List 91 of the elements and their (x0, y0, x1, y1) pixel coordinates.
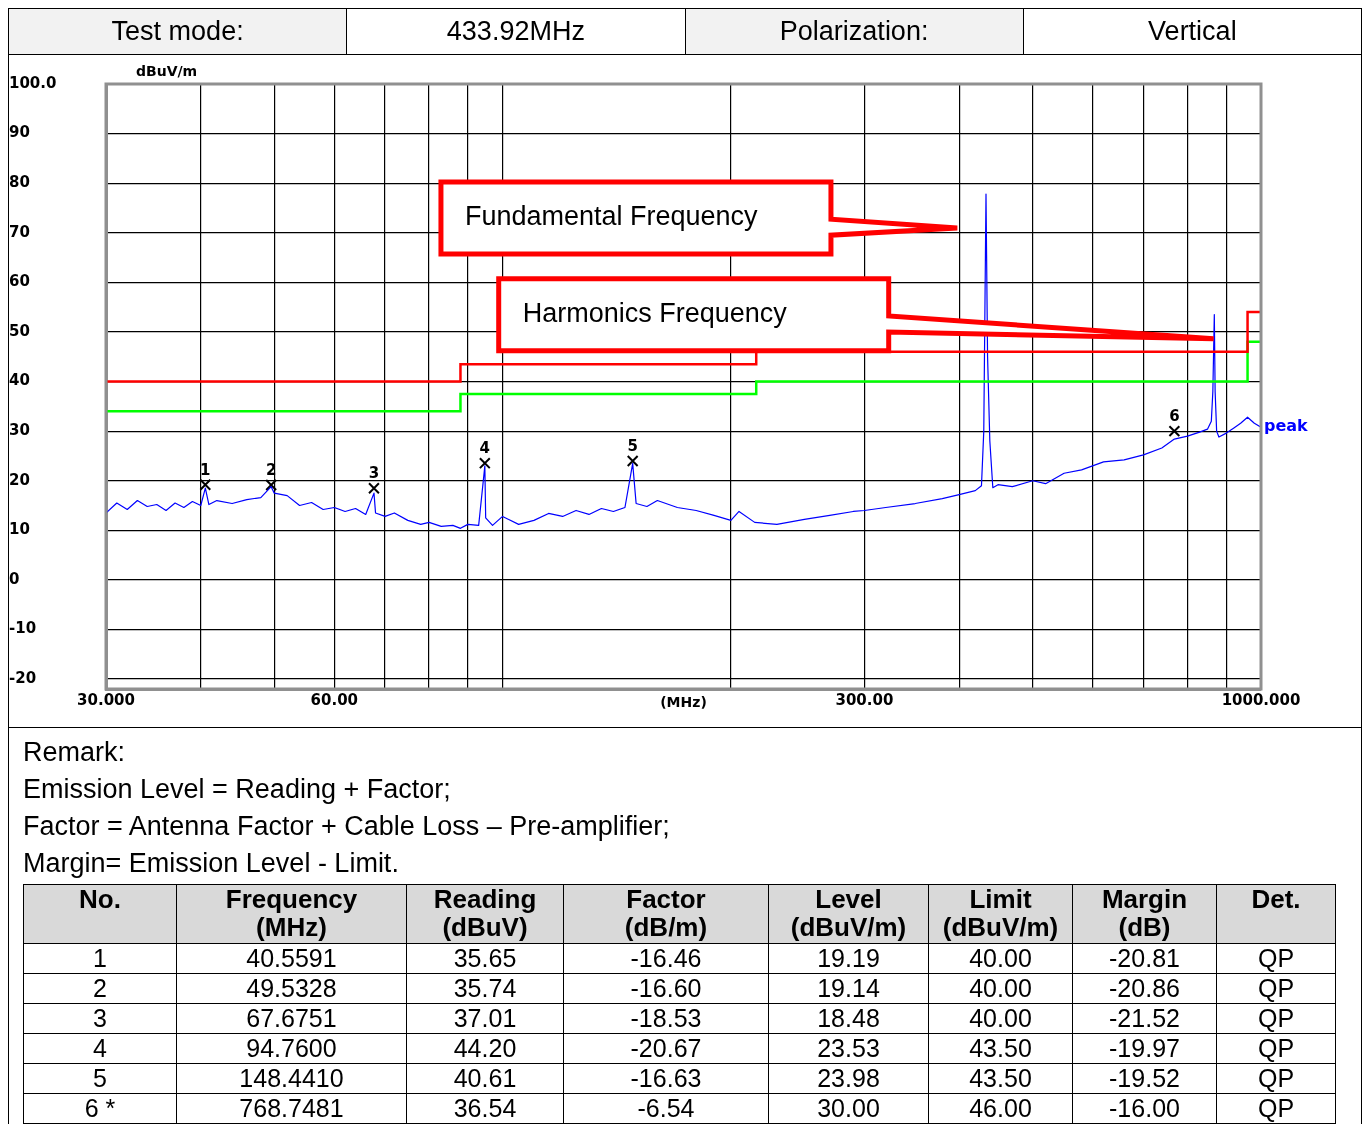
text: 49.5328 (176, 973, 407, 1004)
text: Level (dBuV/m) (768, 884, 929, 944)
x-axis-title: (MHz) (660, 694, 707, 710)
text: 36.54 (406, 1093, 564, 1124)
text: 3 (23, 1003, 177, 1034)
text: 37.01 (406, 1003, 564, 1034)
text: 43.50 (928, 1063, 1073, 1094)
text: QP (1216, 973, 1336, 1004)
text: Emission Level = Reading + Factor; (23, 773, 452, 806)
y-tick-label: 50 (9, 321, 30, 340)
text: 44.20 (406, 1033, 564, 1064)
annotation: 4 (479, 439, 491, 458)
annotation: 6 (1169, 407, 1180, 426)
text: -16.60 (563, 973, 769, 1004)
y-tick-label: 70 (9, 222, 30, 241)
text: Factor = Antenna Factor + Cable Loss – Pre-amplifier; (23, 810, 671, 843)
text: 46.00 (928, 1093, 1073, 1124)
text: -18.53 (563, 1003, 769, 1034)
text: 35.65 (406, 943, 564, 974)
text: 19.14 (768, 973, 929, 1004)
y-tick-label: 40 (9, 371, 30, 390)
text: QP (1216, 1003, 1336, 1034)
text: 40.00 (928, 973, 1073, 1004)
text: QP (1216, 1063, 1336, 1094)
text: -19.52 (1072, 1063, 1217, 1094)
y-tick-label: -10 (9, 619, 37, 638)
text: -20.86 (1072, 973, 1217, 1004)
text: 40.5591 (176, 943, 407, 974)
text: 433.92MHz (346, 9, 685, 54)
text: 5 (23, 1063, 177, 1094)
text: -16.63 (563, 1063, 769, 1094)
text: Vertical (1022, 9, 1361, 54)
text: 30.00 (768, 1093, 929, 1124)
text: 43.50 (928, 1033, 1073, 1064)
text: 768.7481 (176, 1093, 407, 1124)
text: Reading (dBuV) (406, 884, 564, 944)
y-tick-label: 10 (9, 520, 30, 539)
text: Det. (1216, 884, 1336, 944)
y-tick-label: 80 (9, 173, 30, 192)
annotation: 1 (200, 460, 211, 479)
text: 148.4410 (176, 1063, 407, 1094)
text: -21.52 (1072, 1003, 1217, 1034)
y-axis-title: dBuV/m (136, 63, 198, 79)
y-tick-label: 60 (9, 272, 30, 291)
text: 23.53 (768, 1033, 929, 1064)
text: 18.48 (768, 1003, 929, 1034)
text: 40.61 (406, 1063, 564, 1094)
y-tick-label: 100.0 (9, 73, 57, 92)
text: Margin= Emission Level - Limit. (23, 847, 400, 880)
text: QP (1216, 1033, 1336, 1064)
text: 35.74 (406, 973, 564, 1004)
text: -16.00 (1072, 1093, 1217, 1124)
text: -20.67 (563, 1033, 769, 1064)
text: 67.6751 (176, 1003, 407, 1034)
text: -16.46 (563, 943, 769, 974)
text: Margin (dB) (1072, 884, 1217, 944)
text: 40.00 (928, 1003, 1073, 1034)
y-tick-label: 20 (9, 470, 30, 489)
series-label: peak (1264, 416, 1309, 436)
text: 94.7600 (176, 1033, 407, 1064)
text: 6 * (23, 1093, 177, 1124)
x-tick-label: 1000.000 (1221, 690, 1301, 709)
x-tick-label: 300.00 (835, 690, 894, 709)
text: Limit (dBuV/m) (928, 884, 1073, 944)
annotation: Fundamental Frequency (464, 201, 759, 232)
text: -6.54 (563, 1093, 769, 1124)
text: 1 (23, 943, 177, 974)
text: Test mode: (9, 9, 347, 54)
text: Factor (dB/m) (563, 884, 769, 944)
text: QP (1216, 1093, 1336, 1124)
annotation: Harmonics Frequency (522, 298, 788, 329)
text: -19.97 (1072, 1033, 1217, 1064)
x-tick-label: 30.000 (77, 690, 135, 709)
text: No. (23, 884, 177, 944)
text: Polarization: (684, 9, 1023, 54)
text: QP (1216, 943, 1336, 974)
text: 2 (23, 973, 177, 1004)
text: Frequency (MHz) (176, 884, 407, 944)
text: 4 (23, 1033, 177, 1064)
annotation: 5 (627, 436, 638, 455)
y-tick-label: -20 (9, 668, 37, 687)
y-tick-label: 90 (9, 123, 30, 142)
text: 40.00 (928, 943, 1073, 974)
y-tick-label: 0 (9, 569, 20, 588)
text: -20.81 (1072, 943, 1217, 974)
y-tick-label: 30 (9, 421, 30, 440)
text: 19.19 (768, 943, 929, 974)
annotation: 3 (368, 464, 380, 483)
x-tick-label: 60.00 (310, 690, 359, 709)
text: 23.98 (768, 1063, 929, 1094)
text: Remark: (23, 736, 126, 769)
